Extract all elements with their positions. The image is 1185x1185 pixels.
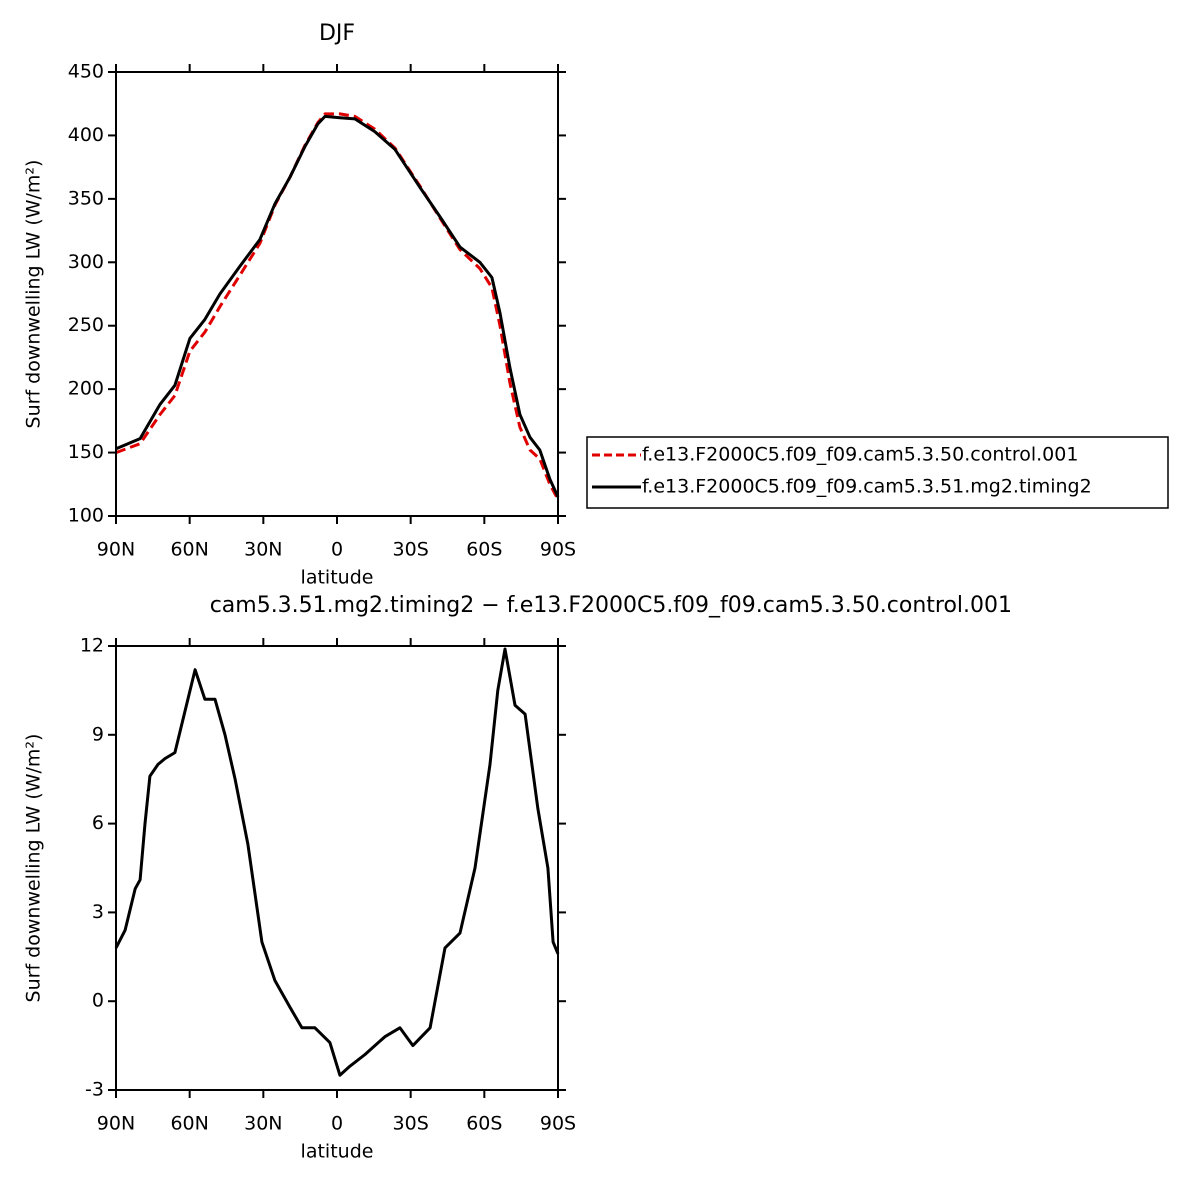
y-tick-label: -3 bbox=[85, 1079, 104, 1101]
legend-label: f.e13.F2000C5.f09_f09.cam5.3.51.mg2.timi… bbox=[642, 476, 1092, 498]
x-tick-label: 90S bbox=[540, 1113, 576, 1135]
y-tick-label: 250 bbox=[68, 314, 104, 336]
x-tick-label: 90N bbox=[97, 1113, 135, 1135]
legend-label: f.e13.F2000C5.f09_f09.cam5.3.50.control.… bbox=[642, 444, 1078, 466]
x-tick-label: 90S bbox=[540, 539, 576, 561]
y-tick-label: 150 bbox=[68, 441, 104, 463]
x-tick-label: 60N bbox=[170, 1113, 208, 1135]
x-tick-label: 30S bbox=[393, 1113, 429, 1135]
y-tick-label: 12 bbox=[80, 635, 104, 657]
y-tick-label: 400 bbox=[68, 124, 104, 146]
data-line bbox=[115, 114, 560, 498]
y-tick-label: 200 bbox=[68, 378, 104, 400]
x-tick-label: 0 bbox=[331, 539, 343, 561]
y-tick-label: 300 bbox=[68, 251, 104, 273]
y-tick-label: 450 bbox=[68, 61, 104, 83]
x-tick-label: 60S bbox=[466, 539, 502, 561]
y-tick-label: 100 bbox=[68, 505, 104, 527]
y-tick-label: 0 bbox=[92, 990, 104, 1012]
data-line bbox=[114, 647, 560, 1077]
chart-title: DJF bbox=[319, 21, 355, 46]
x-tick-label: 60S bbox=[466, 1113, 502, 1135]
plot-frame bbox=[115, 645, 559, 1091]
y-tick-label: 9 bbox=[92, 723, 104, 745]
x-tick-label: 30N bbox=[244, 1113, 282, 1135]
x-tick-label: 60N bbox=[170, 539, 208, 561]
y-tick-label: 3 bbox=[92, 901, 104, 923]
y-tick-label: 6 bbox=[92, 812, 104, 834]
y-tick-label: 350 bbox=[68, 187, 104, 209]
y-axis-label: Surf downwelling LW (W/m²) bbox=[23, 160, 45, 429]
legend-box bbox=[586, 436, 1169, 509]
data-line bbox=[115, 112, 560, 501]
x-tick-label: 30S bbox=[393, 539, 429, 561]
x-axis-label: latitude bbox=[301, 567, 374, 589]
plot-frame bbox=[115, 71, 559, 517]
x-tick-label: 90N bbox=[97, 539, 135, 561]
x-tick-label: 30N bbox=[244, 539, 282, 561]
x-axis-label: latitude bbox=[301, 1141, 374, 1163]
y-axis-label: Surf downwelling LW (W/m²) bbox=[23, 734, 45, 1003]
chart-title: cam5.3.51.mg2.timing2 − f.e13.F2000C5.f0… bbox=[210, 593, 1012, 618]
x-tick-label: 0 bbox=[331, 1113, 343, 1135]
